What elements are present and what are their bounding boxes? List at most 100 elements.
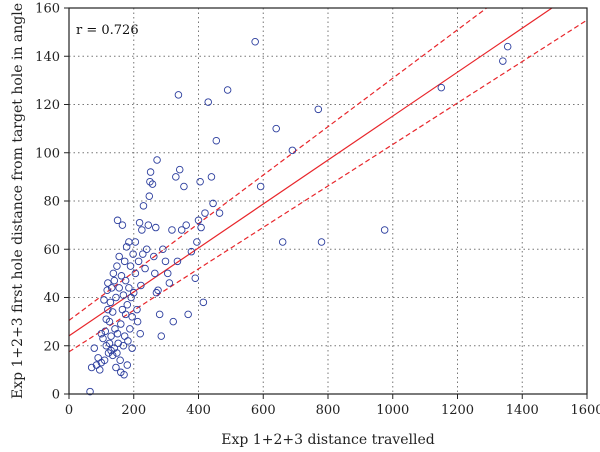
data-point <box>251 38 259 46</box>
data-point <box>112 293 120 302</box>
data-point <box>139 202 148 210</box>
data-point <box>104 349 113 357</box>
data-point <box>128 313 136 321</box>
data-point <box>173 257 182 266</box>
y-tick-labels: 0 20 40 60 80 100 120 140 160 <box>35 2 69 403</box>
data-point <box>503 42 512 51</box>
y-tick-label: 140 <box>35 50 60 65</box>
x-tick-label: 1600 <box>570 403 600 418</box>
data-point <box>100 356 109 364</box>
data-point <box>169 317 177 326</box>
data-point <box>380 226 389 234</box>
data-point <box>133 305 141 314</box>
data-point <box>123 300 132 309</box>
data-point <box>121 276 130 285</box>
data-point <box>119 291 128 299</box>
data-point <box>177 226 186 234</box>
correlation-annotation: r = 0.726 <box>76 23 139 38</box>
data-point <box>150 252 158 261</box>
data-point <box>134 257 143 266</box>
data-point <box>126 325 134 333</box>
data-point <box>113 262 121 270</box>
data-point <box>115 284 123 292</box>
data-point <box>288 146 297 155</box>
data-point <box>86 387 94 396</box>
data-point <box>175 165 184 174</box>
data-point <box>129 250 137 258</box>
data-point <box>136 329 144 338</box>
data-point <box>90 344 99 352</box>
data-point <box>110 276 119 285</box>
data-point <box>209 199 217 208</box>
data-point <box>152 223 160 232</box>
data-point <box>109 269 118 278</box>
data-point <box>194 216 203 225</box>
data-point <box>120 370 128 379</box>
y-axis-label: Exp 1+2+3 first hole distance from targe… <box>10 3 26 399</box>
regression-line <box>69 8 554 337</box>
data-point <box>153 156 161 164</box>
data-point <box>146 168 155 176</box>
data-point <box>117 320 125 328</box>
x-tick-label: 1200 <box>441 403 474 418</box>
data-point <box>107 284 116 292</box>
data-point <box>117 272 126 280</box>
x-tick-label: 1400 <box>506 403 539 418</box>
data-point <box>121 310 130 319</box>
data-point <box>137 281 145 290</box>
data-point <box>97 329 106 338</box>
y-tick-label: 160 <box>35 2 60 17</box>
y-tick-label: 80 <box>43 195 60 210</box>
data-point <box>161 257 170 266</box>
data-point <box>317 238 326 246</box>
x-axis-label: Exp 1+2+3 distance travelled <box>221 432 434 448</box>
x-tick-label: 600 <box>251 403 276 418</box>
data-point <box>129 288 138 297</box>
data-point <box>135 218 144 227</box>
data-point <box>144 221 153 229</box>
data-point <box>154 286 162 295</box>
data-point <box>94 354 102 362</box>
data-point <box>314 105 323 114</box>
data-point <box>122 243 131 251</box>
data-point <box>201 209 209 217</box>
data-point <box>107 332 115 340</box>
data-point <box>119 342 128 350</box>
fit-lines <box>69 8 587 353</box>
data-point <box>272 124 280 133</box>
data-point <box>193 238 201 246</box>
x-tick-labels: 0 200 400 600 800 1000 1200 1400 1600 <box>65 394 600 418</box>
data-point <box>115 252 123 261</box>
data-point <box>151 269 159 278</box>
data-point <box>104 305 112 314</box>
x-tick-label: 1000 <box>376 403 409 418</box>
data-point <box>278 238 287 246</box>
data-point <box>108 308 117 316</box>
data-point <box>118 221 127 229</box>
data-point <box>182 221 190 229</box>
data-point <box>437 83 446 92</box>
data-point <box>106 298 115 307</box>
data-point <box>141 264 149 273</box>
data-point <box>223 86 232 94</box>
data-points <box>86 38 512 396</box>
data-point <box>196 177 204 186</box>
x-tick-label: 200 <box>121 403 146 418</box>
data-point <box>148 180 157 188</box>
data-point <box>128 344 136 352</box>
data-point <box>174 91 183 99</box>
data-point <box>204 98 212 106</box>
data-point <box>142 245 151 253</box>
data-point <box>131 238 140 246</box>
data-point <box>184 310 192 319</box>
lower-confidence-line <box>69 19 587 353</box>
x-tick-label: 400 <box>186 403 211 418</box>
y-tick-label: 20 <box>43 339 60 354</box>
data-point <box>207 173 216 181</box>
data-point <box>125 284 133 292</box>
data-point <box>133 317 142 326</box>
data-point <box>152 288 161 297</box>
y-tick-label: 60 <box>43 243 60 258</box>
data-point <box>100 296 108 304</box>
